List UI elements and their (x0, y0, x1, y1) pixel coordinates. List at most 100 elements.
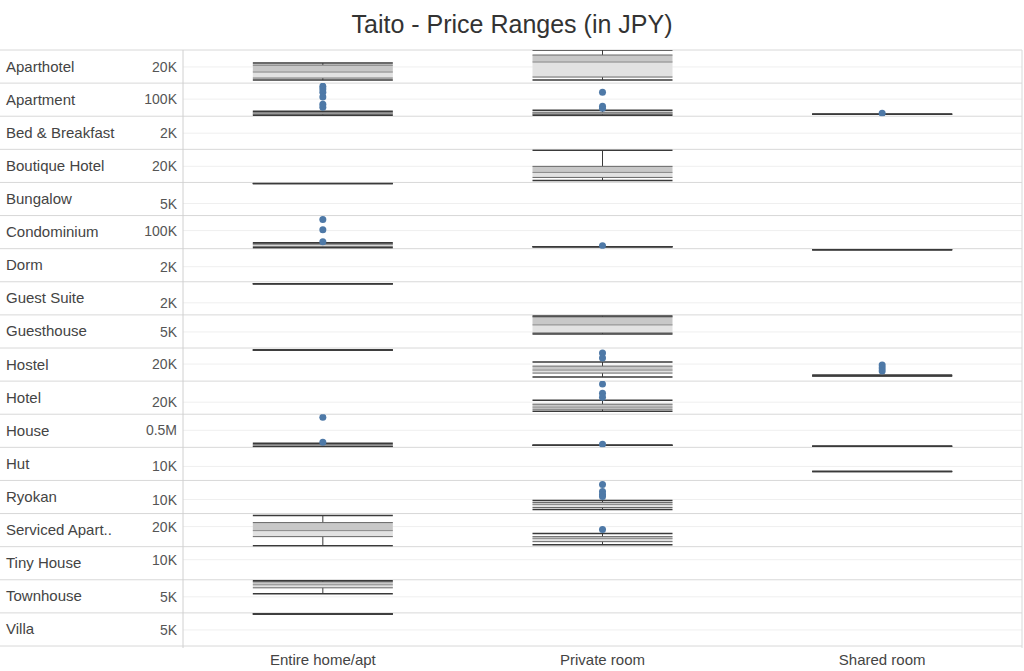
box-q3 (253, 283, 393, 284)
box-q3 (812, 375, 952, 376)
box-q1 (253, 246, 393, 247)
row-marks (533, 381, 673, 411)
box-q3 (253, 112, 393, 113)
box-lower (533, 539, 673, 542)
row-marks (253, 516, 673, 546)
whisker-cap-min (253, 545, 393, 547)
box-lower (533, 113, 673, 115)
row-separator (0, 116, 1022, 117)
row-marks (533, 150, 673, 180)
row-separator (0, 182, 1022, 183)
box-lower (253, 113, 393, 115)
row-separator (0, 646, 1022, 647)
whisker-cap-min (533, 333, 673, 335)
chart: Taito - Price Ranges (in JPY)Entire home… (0, 0, 1024, 671)
box-q1 (533, 332, 673, 333)
row-separator (0, 281, 1022, 282)
row-separator (0, 546, 1022, 547)
whisker-cap-max (533, 150, 673, 152)
row-separator (0, 447, 1022, 448)
tick-label: 5K (160, 589, 178, 605)
row-label: Hotel (6, 389, 41, 406)
tick-label: 2K (160, 125, 178, 141)
tick-label: 20K (152, 394, 178, 410)
outlier (319, 226, 326, 233)
box-q3 (253, 350, 393, 351)
whisker-cap-max (812, 249, 952, 251)
box-upper (253, 65, 393, 72)
row-marks (253, 581, 393, 594)
box-q3 (533, 404, 673, 405)
box-median (253, 530, 393, 531)
whisker-cap-min (533, 509, 673, 511)
box-median (812, 446, 952, 447)
tick-label: 100K (144, 223, 177, 239)
box-median (812, 471, 952, 472)
whisker-cap-min (533, 410, 673, 412)
box-median (253, 584, 393, 585)
box-q3 (253, 581, 393, 582)
whisker-cap-min (253, 283, 393, 285)
outlier (599, 394, 606, 401)
box-q3 (533, 502, 673, 503)
box-median (253, 350, 393, 351)
row-label: Ryokan (6, 488, 57, 505)
box-q1 (253, 350, 393, 351)
row-separator (0, 612, 1022, 613)
whisker-cap-min (812, 375, 952, 377)
row-label: Villa (6, 620, 35, 637)
box-lower (533, 370, 673, 373)
row-separator (0, 414, 1022, 415)
grid-line (183, 559, 1022, 560)
box-q1 (253, 183, 393, 184)
row-separator (0, 314, 1022, 315)
box-q3 (812, 446, 952, 447)
row-separator (0, 513, 1022, 514)
box-upper (253, 283, 393, 284)
whisker-cap-min (533, 544, 673, 546)
grid-line (183, 133, 1022, 134)
row-label: Guest Suite (6, 289, 84, 306)
box-q1 (533, 77, 673, 78)
whisker-cap-min (253, 593, 393, 595)
grid-line (183, 230, 1022, 231)
row-label: Aparthotel (6, 58, 74, 75)
box-upper (533, 166, 673, 172)
box-q3 (253, 183, 393, 184)
box-lower (253, 72, 393, 78)
box-upper (253, 613, 393, 614)
row-separator (0, 215, 1022, 216)
box-q1 (812, 249, 952, 250)
whisker-lower (322, 537, 323, 546)
column-header: Entire home/apt (270, 651, 377, 668)
box-q1 (812, 471, 952, 472)
box-q1 (253, 114, 393, 115)
tick-label: 20K (152, 356, 178, 372)
row-separator (0, 248, 1022, 249)
box-median (533, 172, 673, 173)
box-q1 (253, 587, 393, 588)
box-median (812, 375, 952, 376)
grid-line (183, 466, 1022, 467)
whisker-cap-max (533, 315, 673, 317)
box-lower (533, 325, 673, 333)
box-q1 (253, 446, 393, 447)
grid-line (183, 266, 1022, 267)
box-upper (812, 249, 952, 250)
box-upper (253, 582, 393, 585)
box-lower (533, 62, 673, 77)
box-upper (533, 317, 673, 325)
row-marks (812, 249, 952, 250)
whisker-cap-min (533, 79, 673, 81)
box-q3 (533, 536, 673, 537)
box-lower (533, 505, 673, 508)
box-lower (533, 407, 673, 409)
row-marks (812, 471, 952, 472)
box-q3 (812, 471, 952, 472)
tick-label: 5K (160, 196, 178, 212)
box-median (253, 113, 393, 114)
box-median (533, 504, 673, 505)
whisker-cap-max (533, 500, 673, 502)
row-marks (253, 414, 952, 447)
row-marks (253, 50, 673, 80)
